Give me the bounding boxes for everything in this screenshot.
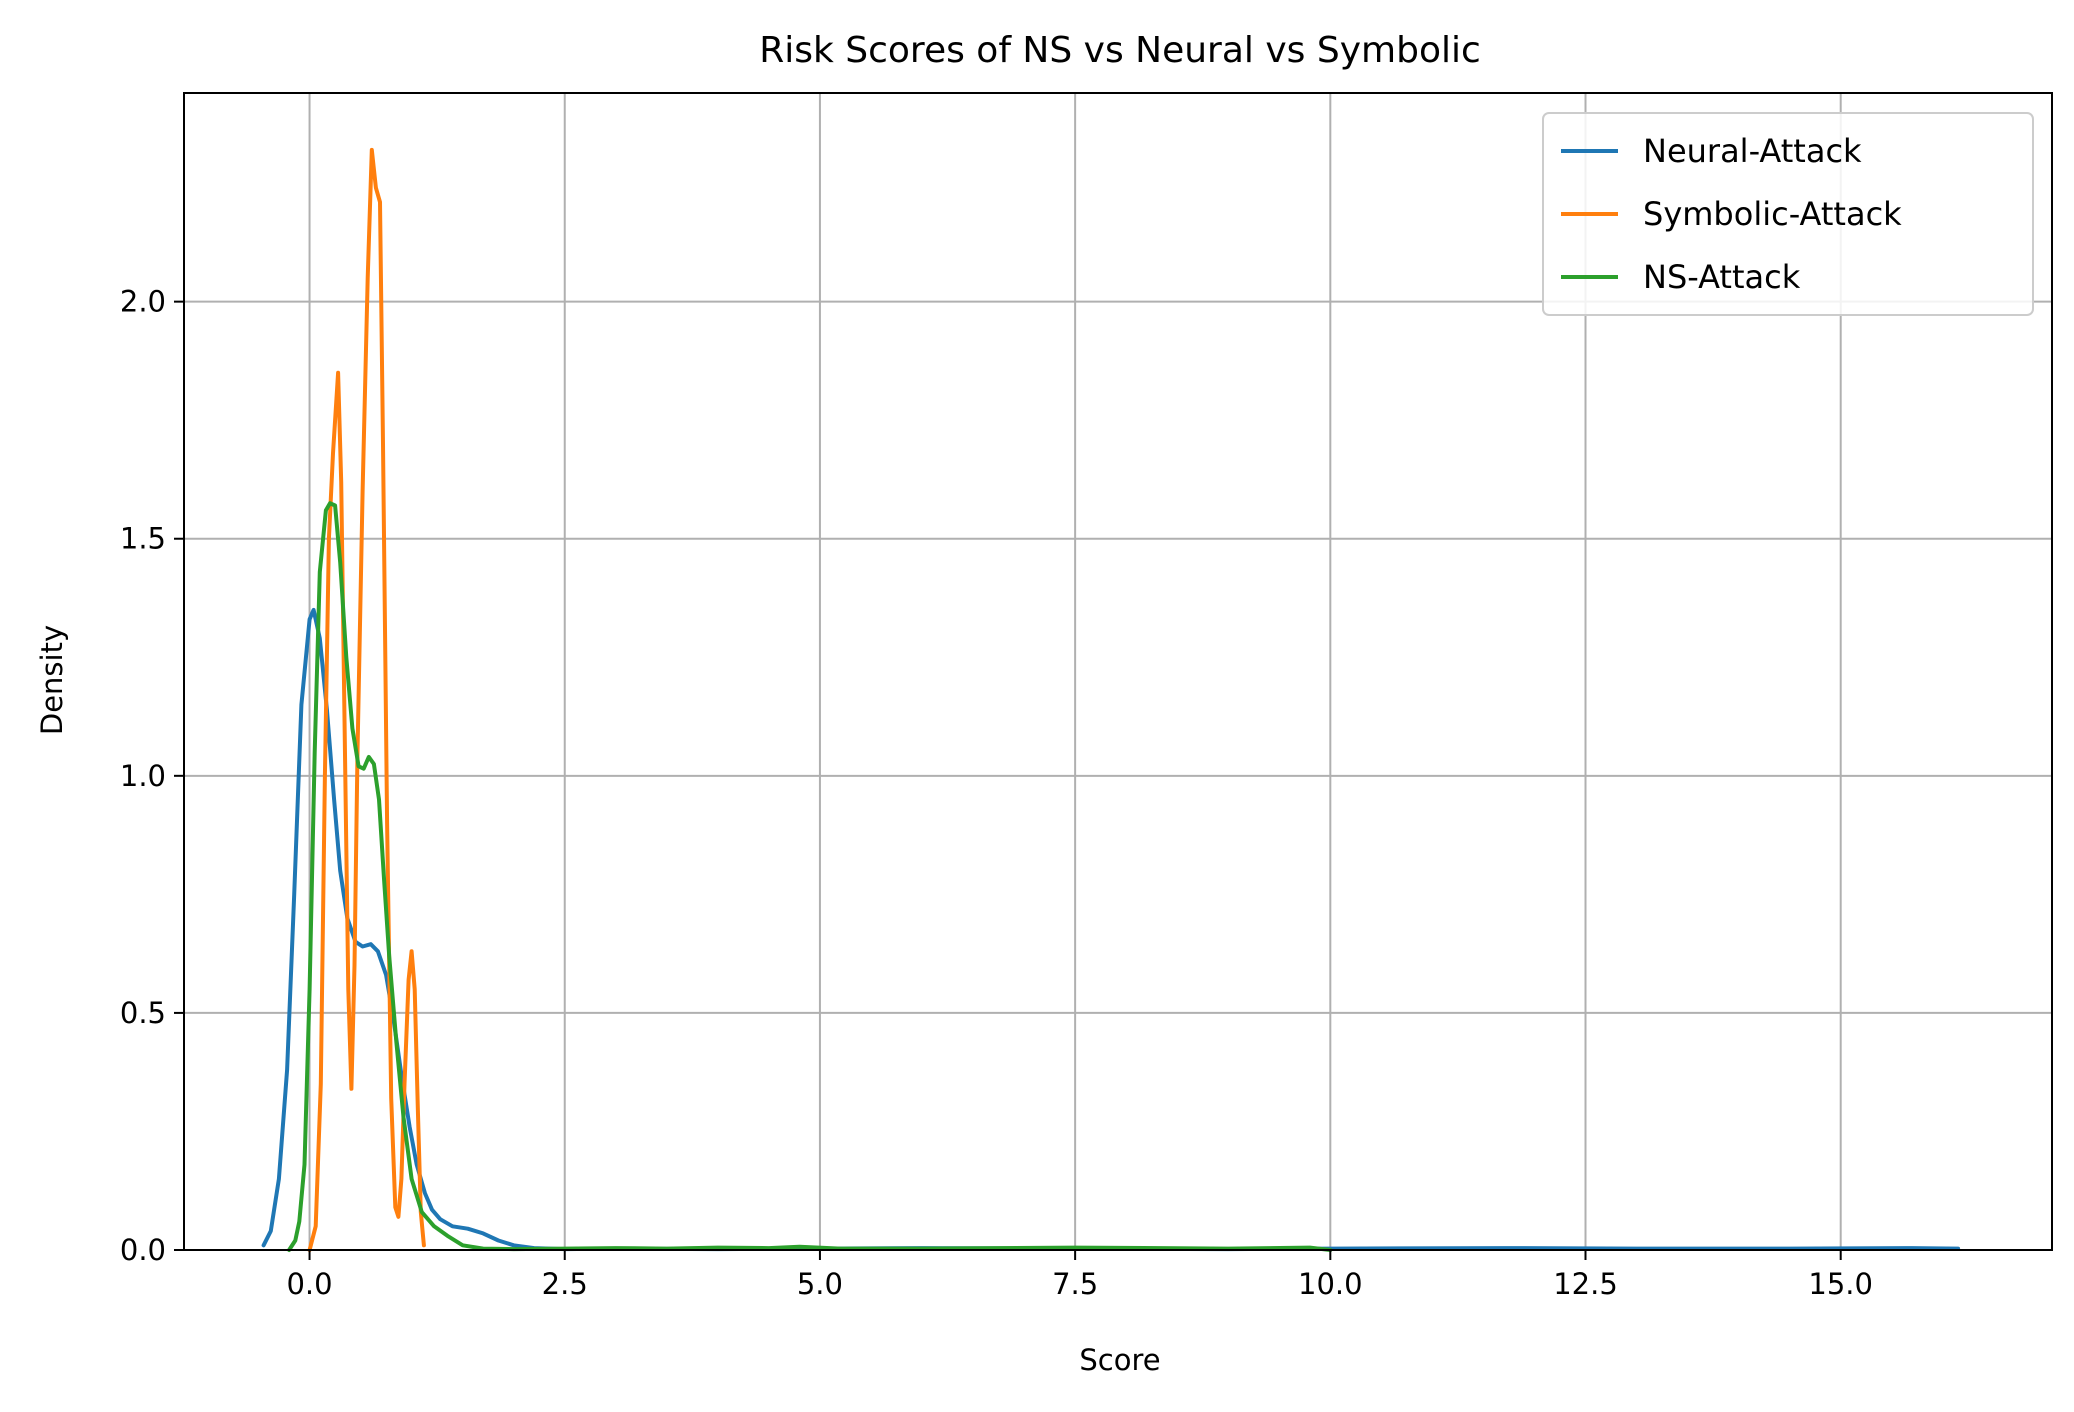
y-tick-label: 0.5 — [120, 996, 166, 1030]
plot-frame — [183, 92, 2053, 1251]
legend-label: Neural-Attack — [1643, 132, 1862, 170]
series-line-ns-attack — [287, 501, 1333, 1252]
x-tick-label: 12.5 — [1553, 1267, 1618, 1301]
x-tick-label: 7.5 — [1052, 1267, 1098, 1301]
legend-label: NS-Attack — [1643, 258, 1801, 296]
y-tick-label: 1.5 — [120, 522, 166, 556]
y-tick-label: 0.0 — [120, 1233, 166, 1267]
x-tick-label: 10.0 — [1298, 1267, 1363, 1301]
x-tick-label: 0.0 — [286, 1267, 332, 1301]
x-axis-label: Score — [1079, 1343, 1160, 1377]
y-tick-label: 1.0 — [120, 759, 166, 793]
y-tick-label: 2.0 — [120, 285, 166, 319]
axis-ticks: 0.0 2.5 5.0 7.5 10.0 12.5 15.0 0.0 0.5 1.0 1.5 2.0 — [120, 285, 1873, 1301]
x-tick-label: 2.5 — [542, 1267, 588, 1301]
legend-label: Symbolic-Attack — [1643, 195, 1902, 233]
series-line-symbolic-attack — [307, 147, 426, 1252]
y-axis-label: Density — [35, 625, 69, 735]
x-tick-label: 5.0 — [797, 1267, 843, 1301]
legend-box — [1542, 112, 2034, 316]
series-lines — [261, 147, 1961, 1252]
legend: Neural-Attack Symbolic-Attack NS-Attack — [1542, 112, 2034, 316]
chart-title: Risk Scores of NS vs Neural vs Symbolic — [759, 30, 1481, 71]
x-tick-label: 15.0 — [1808, 1267, 1873, 1301]
